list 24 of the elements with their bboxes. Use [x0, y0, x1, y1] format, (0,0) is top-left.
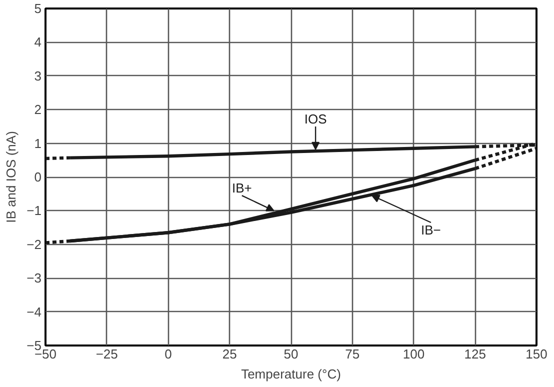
y-tick-label: 2: [34, 102, 42, 118]
y-tick-label: −4: [26, 304, 42, 320]
x-tick-label: 0: [164, 346, 172, 362]
x-tick-label: 75: [345, 346, 360, 362]
y-tick-label: 4: [34, 34, 42, 50]
x-tick-label: 25: [222, 346, 237, 362]
y-tick-label: 0: [34, 170, 42, 184]
y-tick-label: −5: [26, 338, 42, 353]
series-label: IOS: [304, 111, 328, 126]
y-tick-label: 3: [34, 68, 42, 84]
x-tick-label: 100: [402, 346, 425, 362]
y-tick-label: 1: [34, 136, 42, 151]
y-tick-label: −3: [26, 270, 42, 286]
series-label: IB+: [232, 180, 252, 196]
y-axis-title: IB and IOS (nA): [4, 131, 19, 223]
x-tick-label: 50: [284, 346, 298, 362]
text: IB−: [421, 222, 441, 238]
y-tick-label: −2: [26, 236, 42, 252]
x-axis-title: Temperature (°C): [241, 366, 341, 382]
x-tick-label: 150: [526, 346, 548, 362]
x-tick-label: 125: [464, 346, 486, 362]
y-tick-label: 5: [34, 1, 42, 16]
y-tick-label: −1: [26, 203, 42, 218]
x-tick-label: −25: [96, 346, 118, 362]
